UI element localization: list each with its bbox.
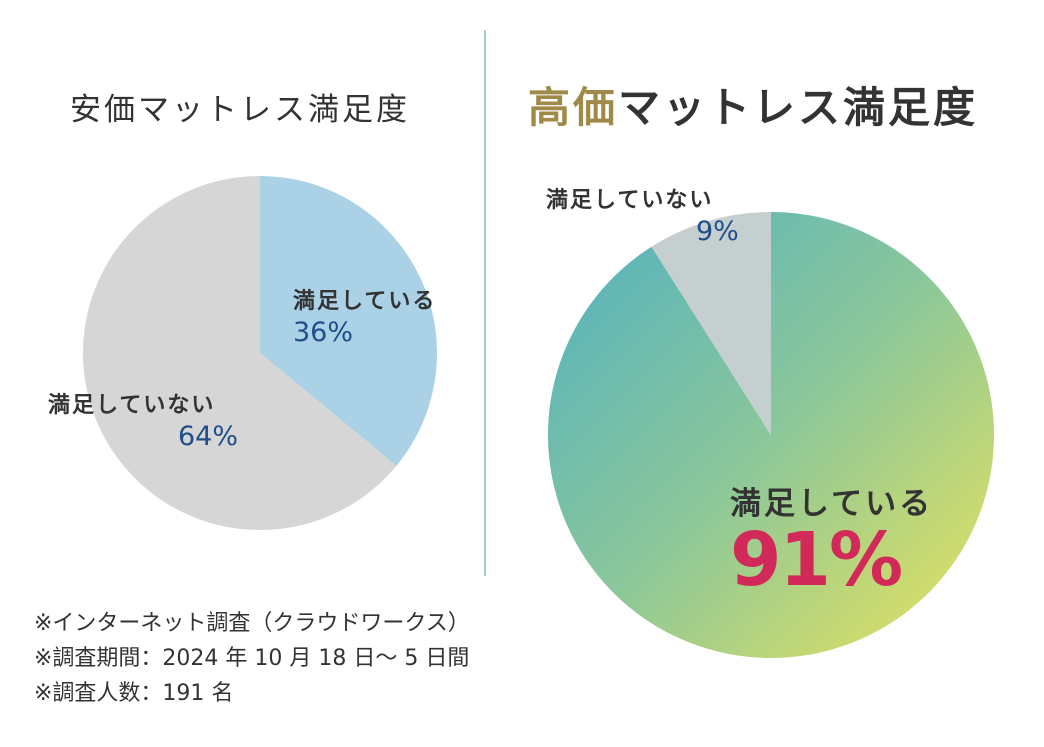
survey-notes: ※インターネット調査（クラウドワークス） ※調査期間：2024 年 10 月 1…: [34, 606, 470, 711]
pie-left-slice-satisfied: [260, 176, 437, 466]
right-label-satisfied: 満足している 91%: [730, 478, 933, 603]
left-unsatisfied-percent: 64%: [178, 421, 239, 452]
left-label-unsatisfied: 満足していない 64%: [48, 387, 238, 452]
left-satisfied-percent: 36%: [293, 317, 354, 348]
pie-right-slice-satisfied: [548, 212, 995, 659]
pie-right-slice-unsatisfied: [651, 212, 771, 435]
left-satisfied-name: 満足している: [293, 289, 437, 314]
note-survey-method: ※インターネット調査（クラウドワークス）: [34, 611, 470, 636]
left-unsatisfied-name: 満足していない: [48, 393, 216, 418]
right-unsatisfied-name: 満足していない: [546, 188, 714, 213]
right-satisfied-name: 満足している: [730, 486, 934, 522]
note-survey-count: ※調査人数：191 名: [34, 681, 234, 706]
premium-title-highlight: 高価: [528, 83, 619, 132]
note-survey-period: ※調査期間：2024 年 10 月 18 日～ 5 日間: [34, 646, 470, 671]
left-label-satisfied: 満足している 36%: [293, 283, 436, 348]
center-divider: [484, 30, 486, 576]
premium-title-rest: マットレス満足度: [618, 83, 979, 132]
pie-left-slice-unsatisfied: [82, 176, 397, 530]
cheap-mattress-title: 安価マットレス満足度: [70, 92, 410, 128]
right-unsatisfied-percent: 9%: [696, 216, 739, 247]
premium-mattress-title: 高価マットレス満足度: [528, 74, 978, 135]
right-label-unsatisfied: 満足していない 9%: [546, 182, 739, 247]
right-satisfied-percent: 91%: [730, 517, 903, 603]
